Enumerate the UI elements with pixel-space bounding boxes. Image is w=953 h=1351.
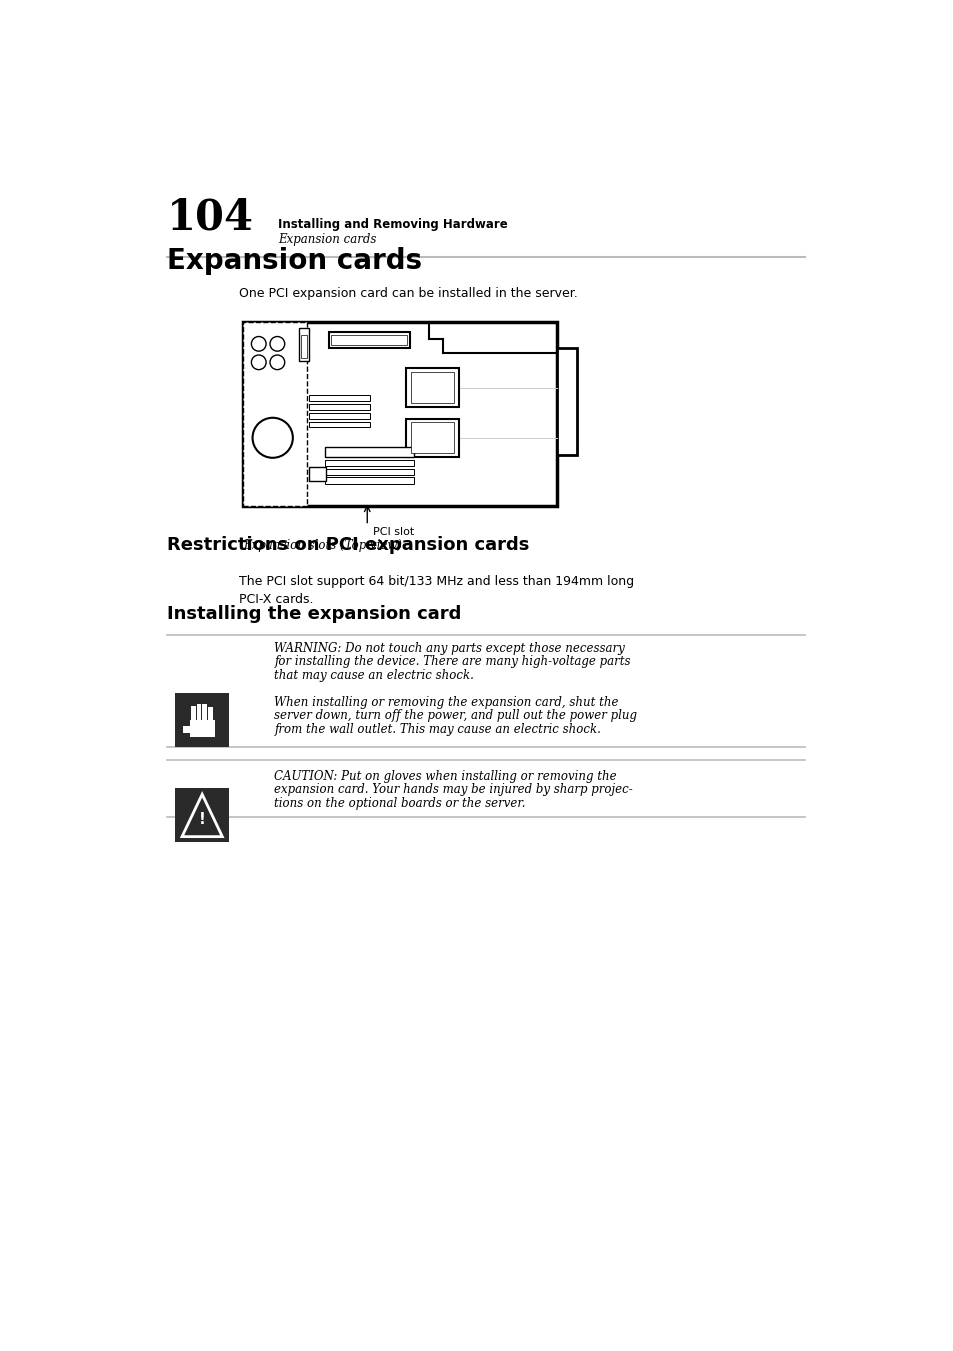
- Text: for installing the device. There are many high-voltage parts: for installing the device. There are man…: [274, 655, 630, 669]
- Circle shape: [253, 417, 293, 458]
- Bar: [309, 467, 326, 481]
- Bar: [324, 469, 414, 476]
- Bar: [406, 369, 458, 407]
- Bar: [202, 704, 207, 720]
- Text: tions on the optional boards or the server.: tions on the optional boards or the serv…: [274, 797, 525, 809]
- Bar: [324, 447, 414, 458]
- Text: server down, turn off the power, and pull out the power plug: server down, turn off the power, and pul…: [274, 709, 637, 723]
- Bar: [174, 788, 229, 842]
- Text: One PCI expansion card can be installed in the server.: One PCI expansion card can be installed …: [239, 286, 578, 300]
- Text: Installing the expansion card: Installing the expansion card: [167, 605, 461, 623]
- Text: Expansion slots (Top view): Expansion slots (Top view): [243, 539, 402, 551]
- Bar: [243, 323, 307, 505]
- Text: WARNING: Do not touch any parts except those necessary: WARNING: Do not touch any parts except t…: [274, 642, 624, 655]
- Bar: [557, 347, 577, 455]
- Bar: [174, 693, 229, 747]
- Bar: [309, 394, 369, 401]
- Text: expansion card. Your hands may be injured by sharp projec-: expansion card. Your hands may be injure…: [274, 784, 633, 796]
- Text: The PCI slot support 64 bit/133 MHz and less than 194mm long
PCI-X cards.: The PCI slot support 64 bit/133 MHz and …: [239, 574, 634, 605]
- Bar: [324, 459, 414, 466]
- Bar: [331, 335, 406, 346]
- Text: 104: 104: [167, 196, 254, 238]
- Circle shape: [252, 336, 266, 351]
- Text: When installing or removing the expansion card, shut the: When installing or removing the expansio…: [274, 696, 618, 709]
- Bar: [309, 422, 369, 427]
- Circle shape: [252, 355, 266, 370]
- Bar: [301, 335, 307, 358]
- Circle shape: [270, 336, 284, 351]
- Bar: [410, 423, 454, 453]
- Text: from the wall outlet. This may cause an electric shock.: from the wall outlet. This may cause an …: [274, 723, 600, 736]
- Bar: [410, 373, 454, 403]
- Bar: [208, 708, 213, 720]
- Text: PCI slot: PCI slot: [373, 527, 415, 538]
- Text: Expansion cards: Expansion cards: [167, 246, 422, 274]
- Text: !: !: [198, 812, 206, 827]
- Text: that may cause an electric shock.: that may cause an electric shock.: [274, 669, 474, 682]
- Bar: [328, 331, 410, 347]
- Bar: [191, 705, 195, 720]
- Text: Expansion cards: Expansion cards: [278, 234, 376, 246]
- Bar: [243, 323, 557, 505]
- Bar: [196, 704, 201, 720]
- Bar: [298, 328, 309, 361]
- Bar: [309, 413, 369, 419]
- Circle shape: [270, 355, 284, 370]
- Bar: [183, 725, 192, 732]
- Text: Restrictions on PCI expansion cards: Restrictions on PCI expansion cards: [167, 536, 529, 554]
- Polygon shape: [182, 794, 222, 836]
- Bar: [309, 404, 369, 409]
- Bar: [190, 720, 214, 736]
- Bar: [406, 419, 458, 457]
- Text: Installing and Removing Hardware: Installing and Removing Hardware: [278, 218, 507, 231]
- Bar: [324, 477, 414, 484]
- Text: CAUTION: Put on gloves when installing or removing the: CAUTION: Put on gloves when installing o…: [274, 770, 617, 782]
